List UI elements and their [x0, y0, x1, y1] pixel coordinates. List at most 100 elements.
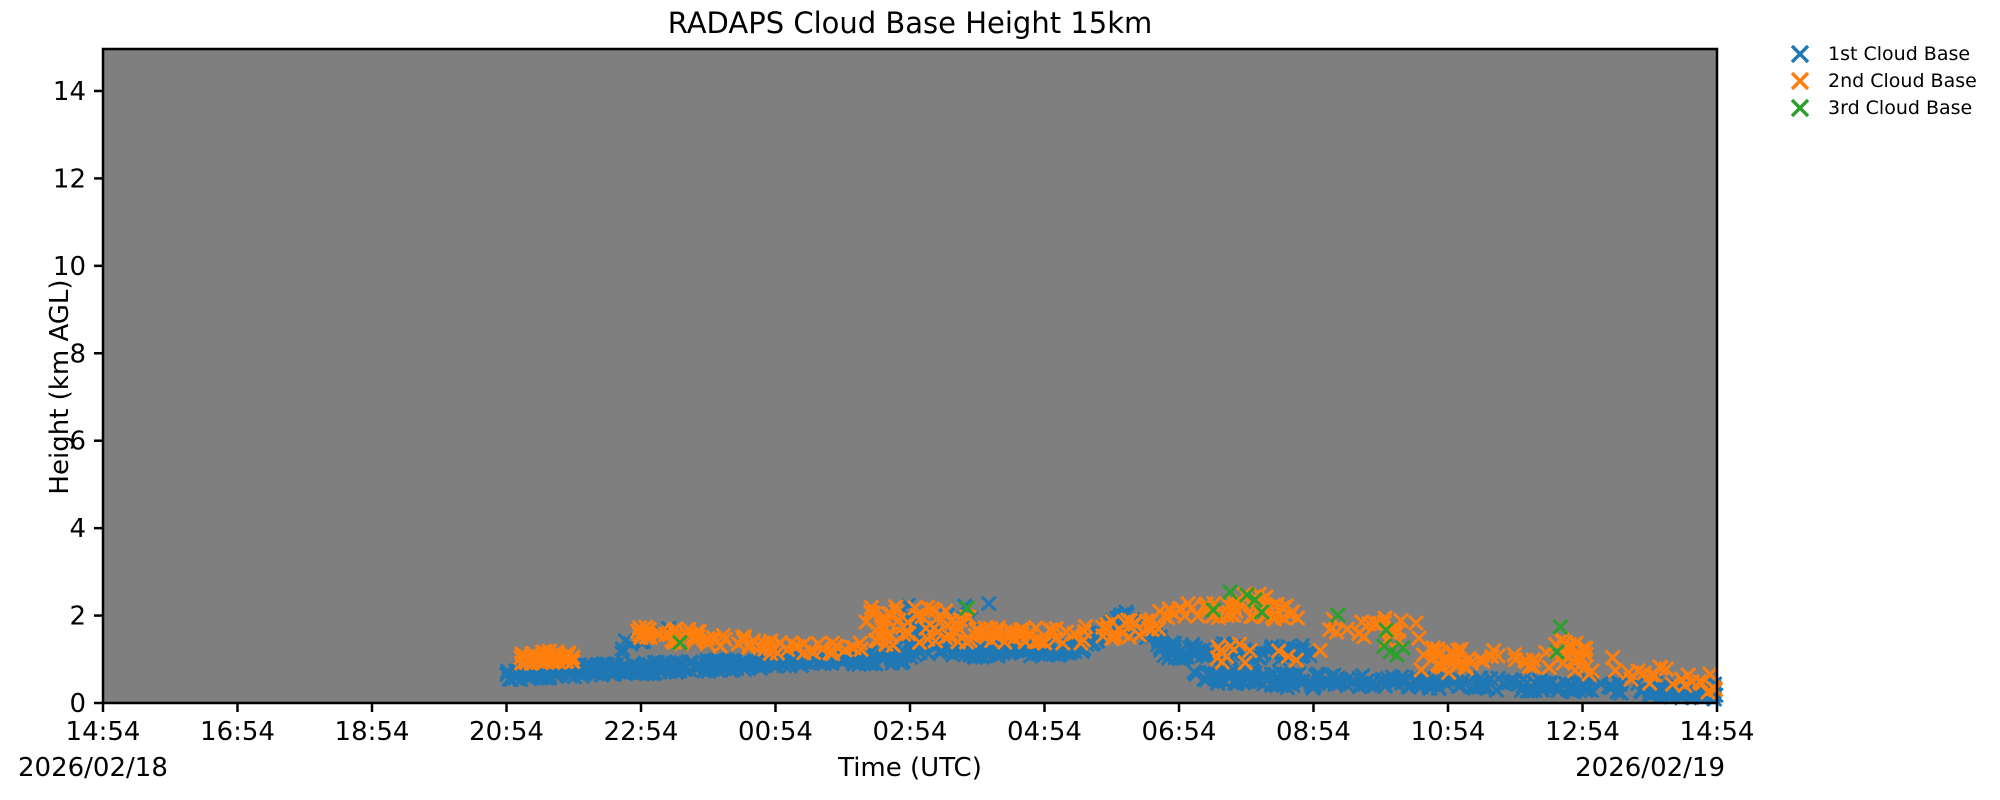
data-point-marker: [980, 595, 997, 612]
data-point-marker: [877, 610, 894, 627]
data-point-marker: [1559, 681, 1577, 698]
data-point-marker: [1664, 676, 1681, 693]
data-point-marker: [1205, 601, 1222, 618]
data-point-marker: [1122, 612, 1139, 629]
data-point-marker: [919, 599, 936, 616]
legend-label: 3rd Cloud Base: [1828, 96, 1973, 119]
legend-item-3rd-cloud-base: 3rd Cloud Base: [1788, 94, 1977, 121]
data-point-marker: [1541, 676, 1559, 693]
data-point-marker: [1355, 628, 1372, 645]
series-3rd-cloud-base: [671, 583, 1569, 663]
data-point-marker: [1270, 642, 1287, 659]
data-point-marker: [1329, 607, 1346, 624]
data-point-marker: [1000, 628, 1017, 645]
data-point-marker: [1209, 649, 1226, 667]
data-point-marker: [865, 605, 882, 622]
data-point-marker: [723, 653, 740, 670]
data-point-marker: [1662, 688, 1679, 705]
x-tick-label: 04:54: [1007, 717, 1082, 747]
plot-area: [103, 49, 1717, 703]
data-point-marker: [1415, 646, 1432, 664]
data-point-marker: [843, 639, 860, 656]
data-point-marker: [1253, 604, 1270, 621]
data-point-marker: [888, 603, 905, 620]
data-point-marker: [1304, 680, 1322, 697]
x-tick-label: 02:54: [873, 717, 948, 747]
data-point-marker: [1413, 661, 1430, 678]
data-point-marker: [1579, 681, 1596, 698]
data-point-marker: [1504, 674, 1521, 691]
data-point-marker: [674, 656, 691, 673]
data-point-marker: [1435, 658, 1452, 676]
data-point-marker: [1289, 665, 1306, 682]
data-point-marker: [1658, 660, 1675, 678]
data-point-marker: [1607, 662, 1624, 679]
data-point-marker: [558, 649, 575, 666]
data-point-marker: [524, 645, 541, 662]
data-point-marker: [1279, 679, 1296, 696]
data-point-marker: [707, 657, 724, 674]
data-point-marker: [537, 653, 554, 670]
data-point-marker: [1311, 666, 1328, 683]
data-point-marker: [1238, 586, 1255, 604]
data-point-marker: [1564, 638, 1581, 655]
data-point-marker: [1237, 654, 1254, 671]
data-point-marker: [1099, 619, 1117, 636]
data-point-marker: [501, 671, 518, 688]
data-point-marker: [1489, 647, 1507, 665]
data-point-marker: [1471, 651, 1488, 668]
y-tick-label: 0: [69, 689, 86, 719]
data-point-marker: [1407, 614, 1425, 632]
y-tick-label: 12: [53, 164, 86, 194]
data-point-marker: [1312, 642, 1329, 659]
data-point-marker: [1488, 681, 1505, 698]
data-point-marker: [882, 626, 899, 644]
data-point-marker: [1180, 595, 1197, 612]
data-point-marker: [1339, 671, 1356, 688]
data-point-marker: [1438, 676, 1455, 693]
data-point-marker: [1321, 621, 1338, 638]
data-point-marker: [762, 645, 779, 662]
axis-tick-labels: 14:54 16:54 18:54 20:54 22:54 00:54 02:54 04:54…: [53, 77, 1755, 747]
data-point-marker: [1460, 674, 1477, 691]
data-point-marker: [1242, 608, 1259, 625]
data-point-marker: [983, 632, 1000, 649]
x-tick-label: 18:54: [335, 717, 410, 747]
data-point-marker: [1444, 654, 1461, 671]
x-tick-label: 20:54: [469, 717, 544, 747]
x-tick-label: 14:54: [66, 717, 141, 747]
data-point-marker: [1518, 653, 1535, 670]
data-point-marker: [1629, 662, 1647, 679]
data-point-marker: [1604, 649, 1621, 666]
data-point-marker: [869, 632, 886, 649]
x-tick-label: 14:54: [1680, 717, 1755, 747]
data-point-marker: [917, 620, 935, 637]
data-point-marker: [1326, 671, 1343, 689]
data-point-marker: [1138, 612, 1155, 630]
data-point-marker: [626, 658, 643, 675]
data-point-marker: [656, 659, 673, 676]
data-point-marker: [734, 629, 752, 646]
data-point-marker: [1555, 655, 1572, 672]
x-tick-label: 00:54: [738, 717, 813, 747]
data-point-marker: [513, 649, 530, 666]
data-point-marker: [859, 653, 877, 670]
data-point-marker: [1041, 621, 1059, 638]
data-point-marker: [762, 633, 779, 650]
data-point-marker: [1251, 672, 1268, 690]
data-point-marker: [1409, 669, 1426, 686]
legend: 1st Cloud Base 2nd Cloud Base 3rd Cloud …: [1788, 40, 1977, 121]
data-point-marker: [1612, 685, 1630, 702]
y-tick-label: 2: [69, 602, 86, 632]
data-point-marker: [646, 654, 663, 671]
data-point-marker: [651, 625, 668, 642]
data-point-marker: [740, 639, 757, 656]
data-point-marker: [1581, 666, 1598, 683]
data-point-marker: [1222, 583, 1239, 601]
date-label-start: 2026/02/18: [18, 753, 168, 783]
data-point-marker: [1077, 618, 1094, 635]
data-point-marker: [1552, 618, 1569, 635]
data-point-marker: [1577, 646, 1594, 663]
data-point-marker: [977, 620, 994, 637]
